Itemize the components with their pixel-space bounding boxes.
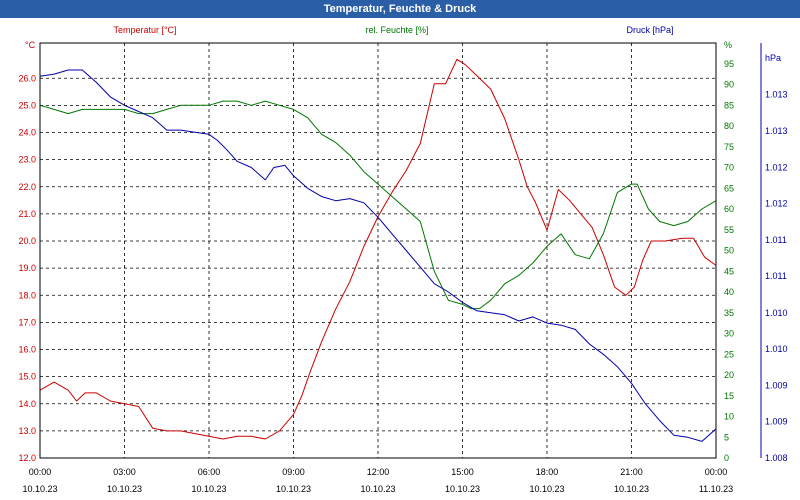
temperature-tick-label: 25.0 <box>18 100 36 110</box>
humidity-tick-label: 35 <box>724 308 734 318</box>
humidity-tick-label: 95 <box>724 59 734 69</box>
temperature-tick-label: 26.0 <box>18 73 36 83</box>
pressure-tick-label: 1.012 <box>765 199 788 209</box>
x-tick-time: 03:00 <box>113 467 136 477</box>
x-tick-date: 10.10.23 <box>445 484 480 494</box>
humidity-tick-label: 25 <box>724 349 734 359</box>
humidity-tick-label: 40 <box>724 287 734 297</box>
humidity-tick-label: 0 <box>724 453 729 463</box>
humidity-tick-label: 30 <box>724 329 734 339</box>
pressure-tick-label: 1.013 <box>765 126 788 136</box>
grid <box>40 43 716 458</box>
x-tick-time: 00:00 <box>705 467 728 477</box>
x-tick-date: 10.10.23 <box>360 484 395 494</box>
humidity-tick-label: 75 <box>724 142 734 152</box>
temperature-axis-title: Temperatur [°C] <box>113 25 176 35</box>
x-axis-ticks: 00:00 10.10.23 03:00 10.10.23 06:00 10.10.23 0… <box>22 467 733 494</box>
temperature-tick-label: 16.0 <box>18 345 36 355</box>
humidity-tick-label: 10 <box>724 412 734 422</box>
series-line-pressure <box>39 69 717 442</box>
series-layer <box>39 58 717 442</box>
x-tick-time: 09:00 <box>282 467 305 477</box>
x-tick-time: 21:00 <box>620 467 643 477</box>
humidity-axis-ticks: 0 5 10 15 20 25 30 35 40 45 50 55 60 65 70 75 80 85 90 95 <box>724 59 734 463</box>
x-tick-date: 11.10.23 <box>699 484 733 494</box>
x-tick-time: 00:00 <box>29 467 52 477</box>
humidity-tick-label: 5 <box>724 432 729 442</box>
pressure-tick-label: 1.010 <box>765 308 788 318</box>
humidity-tick-label: 65 <box>724 183 734 193</box>
temperature-tick-label: 15.0 <box>18 372 36 382</box>
pressure-tick-label: 1.011 <box>765 235 787 245</box>
temperature-tick-label: 17.0 <box>18 317 36 327</box>
x-tick-time: 12:00 <box>367 467 390 477</box>
humidity-tick-label: 55 <box>724 225 734 235</box>
plot-frame <box>39 42 717 459</box>
humidity-tick-label: 90 <box>724 80 734 90</box>
humidity-tick-label: 15 <box>724 391 734 401</box>
temperature-tick-label: 12.0 <box>18 453 36 463</box>
humidity-tick-label: 80 <box>724 121 734 131</box>
x-tick-date: 10.10.23 <box>529 484 564 494</box>
temperature-tick-label: 14.0 <box>18 399 36 409</box>
humidity-tick-label: 45 <box>724 266 734 276</box>
temperature-tick-label: 22.0 <box>18 182 36 192</box>
humidity-tick-label: 20 <box>724 370 734 380</box>
x-tick-date: 10.10.23 <box>22 484 57 494</box>
pressure-axis-ticks: 1.008 1.009 1.009 1.010 1.010 1.011 1.011 1.012… <box>760 43 788 463</box>
series-line-humidity <box>39 100 717 310</box>
humidity-tick-label: 60 <box>724 204 734 214</box>
x-tick-date: 10.10.23 <box>107 484 142 494</box>
temperature-tick-label: 19.0 <box>18 263 36 273</box>
humidity-unit-label: % <box>724 40 732 50</box>
humidity-tick-label: 50 <box>724 246 734 256</box>
humidity-tick-label: 70 <box>724 163 734 173</box>
x-tick-date: 10.10.23 <box>191 484 226 494</box>
x-tick-date: 10.10.23 <box>276 484 311 494</box>
pressure-tick-label: hPa <box>765 53 781 63</box>
temperature-tick-label: 13.0 <box>18 426 36 436</box>
x-tick-time: 06:00 <box>198 467 221 477</box>
pressure-tick-label: 1.010 <box>765 344 788 354</box>
x-tick-time: 15:00 <box>451 467 474 477</box>
window-title: Temperatur, Feuchte & Druck <box>0 0 800 18</box>
temperature-tick-label: 20.0 <box>18 236 36 246</box>
temperature-tick-label: 24.0 <box>18 128 36 138</box>
x-tick-time: 18:00 <box>536 467 559 477</box>
pressure-tick-label: 1.008 <box>765 453 788 463</box>
series-line-temperature <box>39 58 717 440</box>
x-tick-date: 10.10.23 <box>614 484 649 494</box>
temperature-tick-label: 23.0 <box>18 155 36 165</box>
humidity-tick-label: 85 <box>724 100 734 110</box>
temperature-tick-label: 18.0 <box>18 290 36 300</box>
pressure-tick-label: 1.011 <box>765 271 787 281</box>
temperature-axis-ticks: 12.0 13.0 14.0 15.0 16.0 17.0 18.0 19.0 20.0 21.0… <box>18 73 36 463</box>
humidity-axis-title: rel. Feuchte [%] <box>365 25 428 35</box>
temperature-unit-label: °C <box>25 40 36 50</box>
pressure-tick-label: 1.013 <box>765 89 788 99</box>
temperature-tick-label: 21.0 <box>18 209 36 219</box>
pressure-tick-label: 1.009 <box>765 380 788 390</box>
pressure-axis-title: Druck [hPa] <box>626 25 673 35</box>
pressure-tick-label: 1.012 <box>765 163 788 173</box>
pressure-tick-label: 1.009 <box>765 417 788 427</box>
